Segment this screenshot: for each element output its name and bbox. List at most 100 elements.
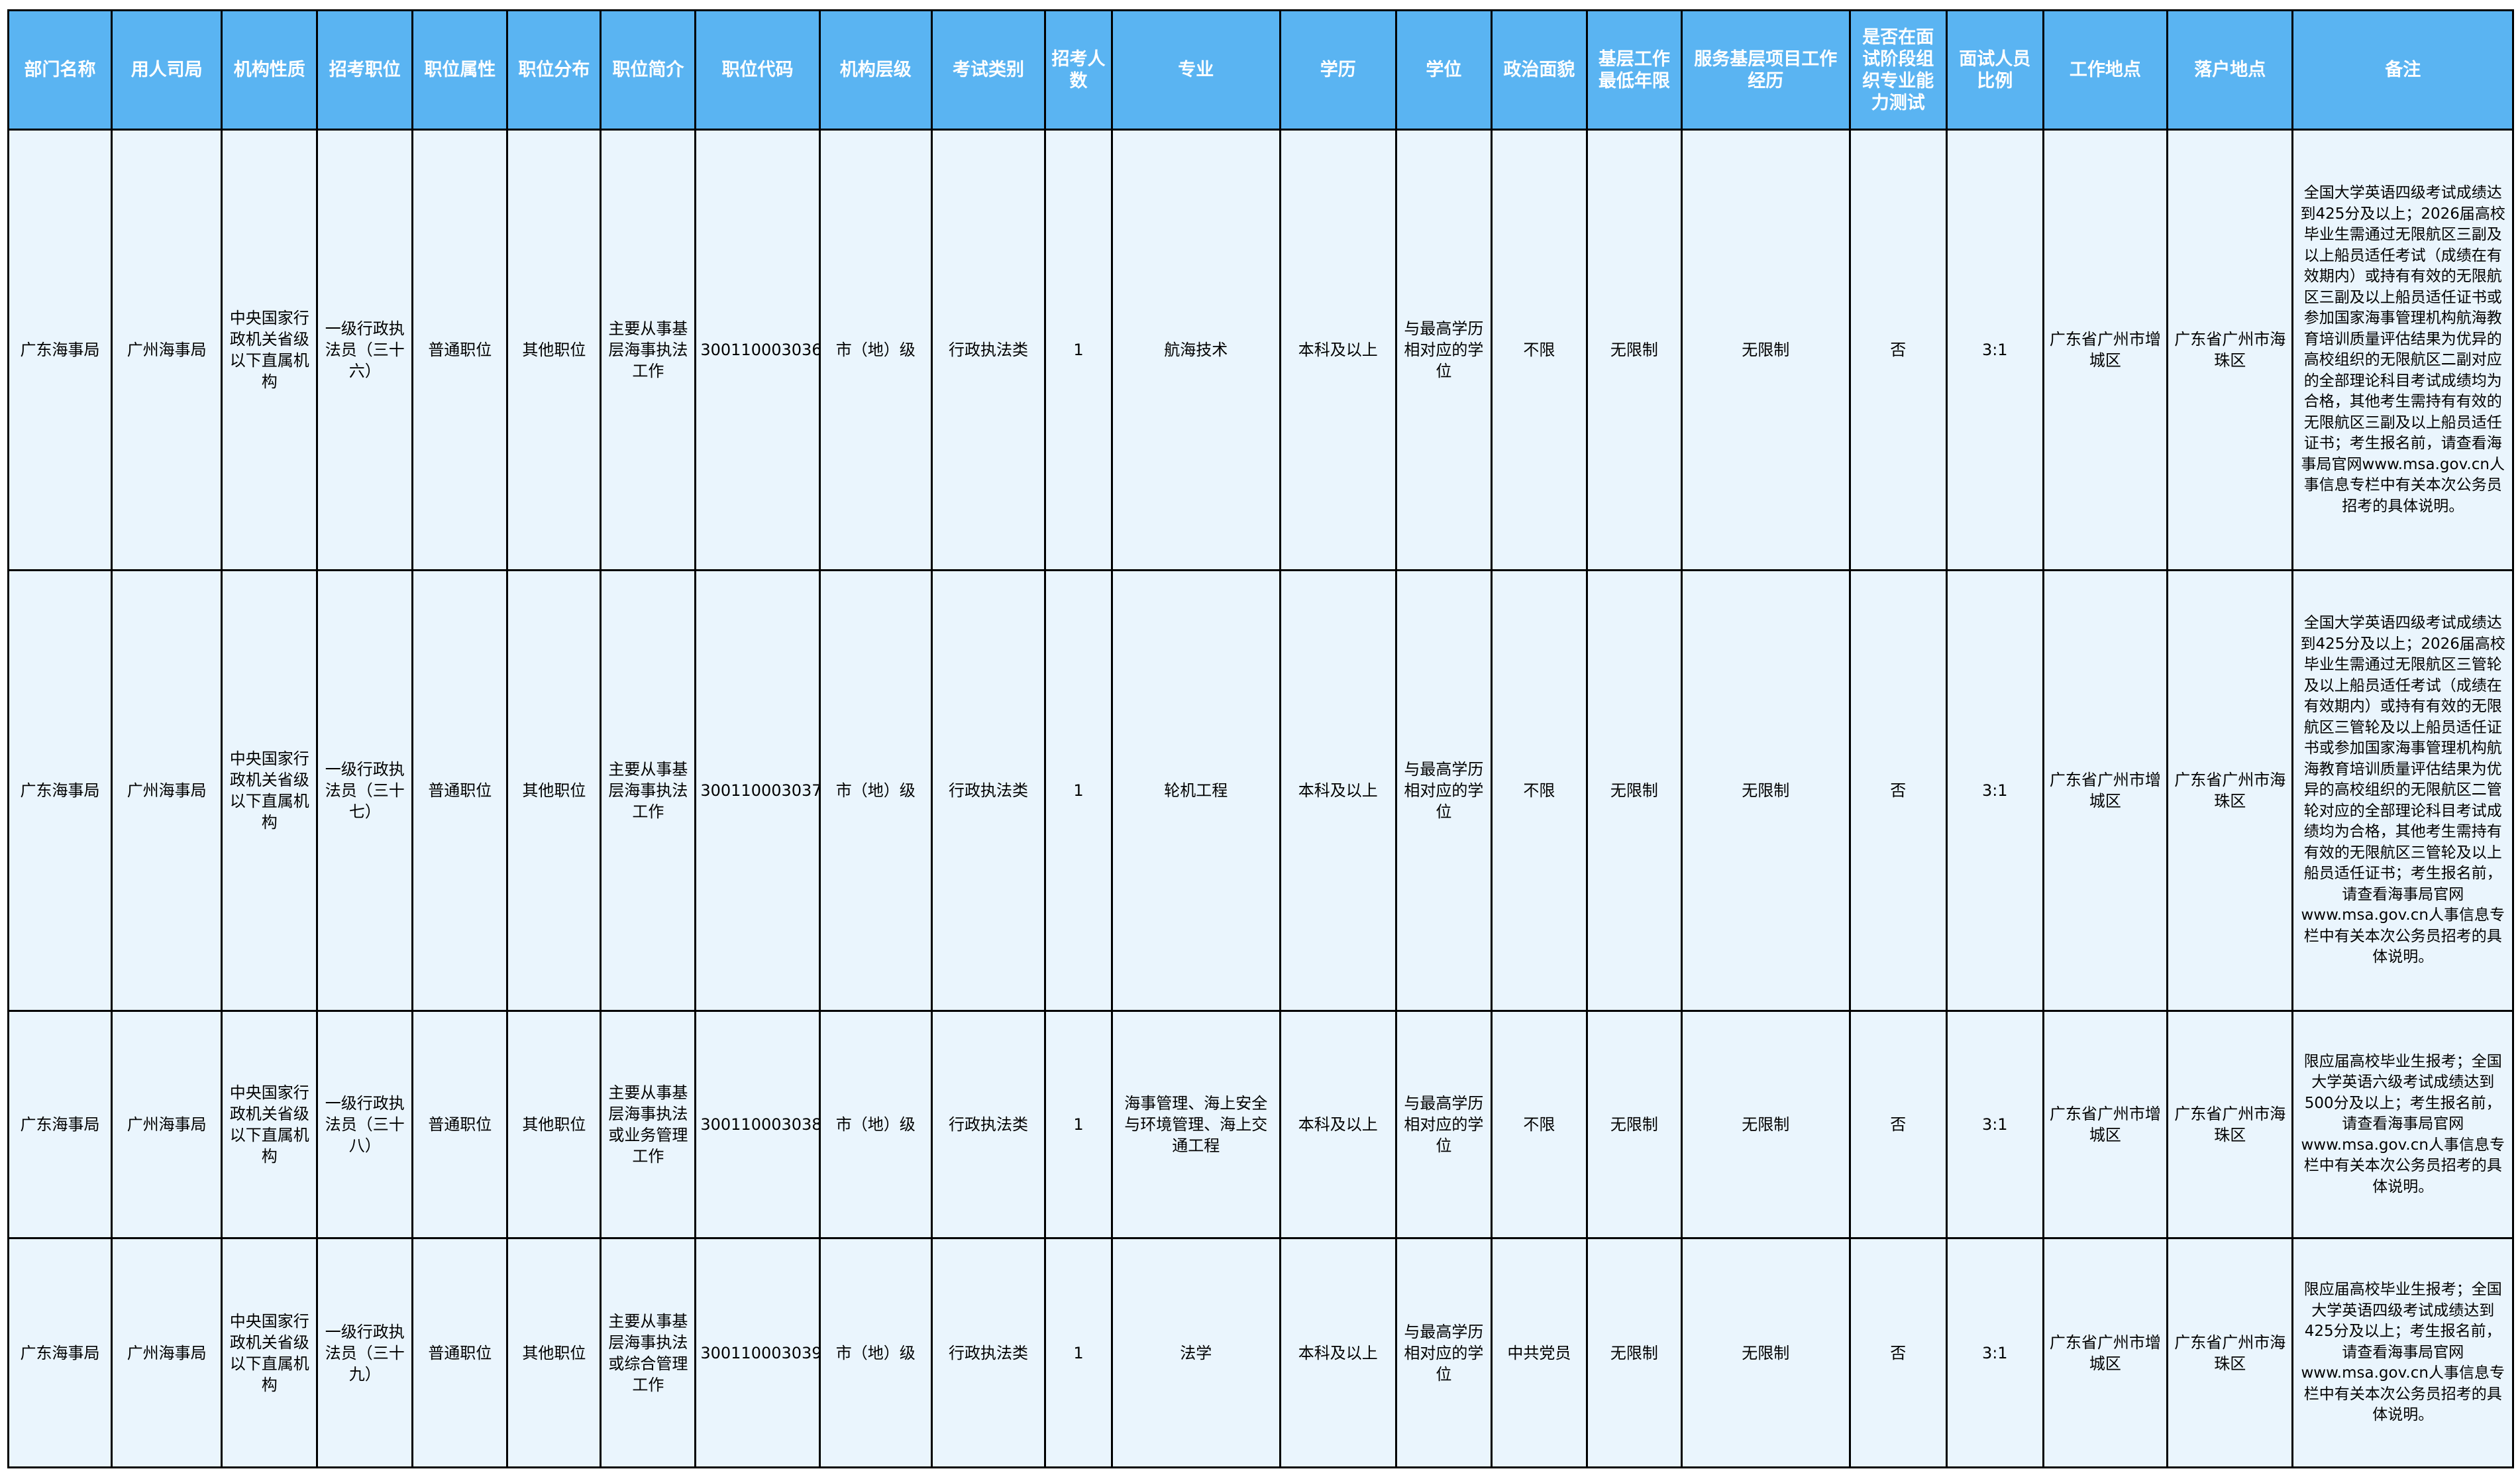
cell-dist: 其他职位 (506, 129, 602, 571)
header-test: 是否在面试阶段组织专业能力测试 (1848, 9, 1948, 131)
cell-political: 不限 (1490, 1010, 1588, 1239)
cell-dept: 广东海事局 (7, 1010, 113, 1239)
cell-project: 无限制 (1680, 569, 1851, 1012)
cell-years: 无限制 (1585, 1237, 1683, 1468)
cell-ratio: 3:1 (1945, 569, 2044, 1012)
cell-position: 一级行政执法员（三十八） (316, 1010, 414, 1239)
cell-test: 否 (1848, 569, 1948, 1012)
cell-count: 1 (1044, 1237, 1113, 1468)
cell-major: 轮机工程 (1110, 569, 1281, 1012)
cell-attr: 普通职位 (411, 569, 509, 1012)
cell-edu: 本科及以上 (1279, 569, 1397, 1012)
table-row: 广东海事局 广州海事局 中央国家行政机关省级以下直属机构 一级行政执法员（三十六… (7, 129, 2514, 571)
recruitment-table: 部门名称 用人司局 机构性质 招考职位 职位属性 职位分布 职位简介 职位代码 … (7, 9, 2514, 1468)
cell-political: 不限 (1490, 129, 1588, 571)
cell-position: 一级行政执法员（三十七） (316, 569, 414, 1012)
cell-dist: 其他职位 (506, 569, 602, 1012)
header-edu: 学历 (1279, 9, 1397, 131)
cell-workplace: 广东省广州市增城区 (2042, 1237, 2169, 1468)
cell-test: 否 (1848, 1010, 1948, 1239)
cell-test: 否 (1848, 1237, 1948, 1468)
header-exam: 考试类别 (930, 9, 1047, 131)
header-attr: 职位属性 (411, 9, 509, 131)
cell-degree: 与最高学历相对应的学位 (1394, 1237, 1493, 1468)
cell-exam: 行政执法类 (930, 129, 1047, 571)
table-row: 广东海事局 广州海事局 中央国家行政机关省级以下直属机构 一级行政执法员（三十七… (7, 569, 2514, 1012)
cell-major: 海事管理、海上安全与环境管理、海上交通工程 (1110, 1010, 1281, 1239)
header-major: 专业 (1110, 9, 1281, 131)
cell-exam: 行政执法类 (930, 569, 1047, 1012)
cell-note: 限应届高校毕业生报考；全国大学英语四级考试成绩达到425分及以上；考生报名前，请… (2291, 1237, 2514, 1468)
cell-code: 300110003038 (694, 1010, 821, 1239)
cell-attr: 普通职位 (411, 1010, 509, 1239)
cell-political: 中共党员 (1490, 1237, 1588, 1468)
cell-degree: 与最高学历相对应的学位 (1394, 569, 1493, 1012)
cell-desc: 主要从事基层海事执法工作 (600, 569, 697, 1012)
header-political: 政治面貌 (1490, 9, 1588, 131)
cell-edu: 本科及以上 (1279, 1010, 1397, 1239)
cell-dist: 其他职位 (506, 1010, 602, 1239)
cell-years: 无限制 (1585, 129, 1683, 571)
header-org-type: 机构性质 (221, 9, 319, 131)
header-code: 职位代码 (694, 9, 821, 131)
cell-dept: 广东海事局 (7, 129, 113, 571)
recruitment-table-container: 部门名称 用人司局 机构性质 招考职位 职位属性 职位分布 职位简介 职位代码 … (7, 9, 2514, 1468)
cell-attr: 普通职位 (411, 1237, 509, 1468)
cell-level: 市（地）级 (818, 569, 933, 1012)
cell-workplace: 广东省广州市增城区 (2042, 129, 2169, 571)
cell-edu: 本科及以上 (1279, 1237, 1397, 1468)
cell-org-type: 中央国家行政机关省级以下直属机构 (221, 1237, 319, 1468)
cell-project: 无限制 (1680, 129, 1851, 571)
cell-bureau: 广州海事局 (111, 1237, 223, 1468)
cell-org-type: 中央国家行政机关省级以下直属机构 (221, 1010, 319, 1239)
table-row: 广东海事局 广州海事局 中央国家行政机关省级以下直属机构 一级行政执法员（三十八… (7, 1010, 2514, 1239)
cell-exam: 行政执法类 (930, 1010, 1047, 1239)
header-years: 基层工作最低年限 (1585, 9, 1683, 131)
cell-years: 无限制 (1585, 569, 1683, 1012)
cell-test: 否 (1848, 129, 1948, 571)
cell-hukou: 广东省广州市海珠区 (2166, 1010, 2294, 1239)
cell-dept: 广东海事局 (7, 569, 113, 1012)
header-count: 招考人数 (1044, 9, 1113, 131)
cell-code: 300110003036 (694, 129, 821, 571)
cell-project: 无限制 (1680, 1010, 1851, 1239)
cell-dist: 其他职位 (506, 1237, 602, 1468)
cell-major: 法学 (1110, 1237, 1281, 1468)
cell-note: 全国大学英语四级考试成绩达到425分及以上；2026届高校毕业生需通过无限航区三… (2291, 569, 2514, 1012)
header-degree: 学位 (1394, 9, 1493, 131)
header-desc: 职位简介 (600, 9, 697, 131)
header-level: 机构层级 (818, 9, 933, 131)
header-position: 招考职位 (316, 9, 414, 131)
cell-hukou: 广东省广州市海珠区 (2166, 569, 2294, 1012)
cell-note: 全国大学英语四级考试成绩达到425分及以上；2026届高校毕业生需通过无限航区三… (2291, 129, 2514, 571)
cell-org-type: 中央国家行政机关省级以下直属机构 (221, 129, 319, 571)
cell-degree: 与最高学历相对应的学位 (1394, 129, 1493, 571)
header-hukou: 落户地点 (2166, 9, 2294, 131)
cell-position: 一级行政执法员（三十九） (316, 1237, 414, 1468)
cell-major: 航海技术 (1110, 129, 1281, 571)
cell-code: 300110003037 (694, 569, 821, 1012)
cell-ratio: 3:1 (1945, 129, 2044, 571)
cell-desc: 主要从事基层海事执法或业务管理工作 (600, 1010, 697, 1239)
cell-project: 无限制 (1680, 1237, 1851, 1468)
cell-code: 300110003039 (694, 1237, 821, 1468)
cell-org-type: 中央国家行政机关省级以下直属机构 (221, 569, 319, 1012)
cell-level: 市（地）级 (818, 129, 933, 571)
cell-degree: 与最高学历相对应的学位 (1394, 1010, 1493, 1239)
cell-political: 不限 (1490, 569, 1588, 1012)
cell-desc: 主要从事基层海事执法或综合管理工作 (600, 1237, 697, 1468)
cell-attr: 普通职位 (411, 129, 509, 571)
cell-workplace: 广东省广州市增城区 (2042, 1010, 2169, 1239)
header-bureau: 用人司局 (111, 9, 223, 131)
cell-years: 无限制 (1585, 1010, 1683, 1239)
cell-workplace: 广东省广州市增城区 (2042, 569, 2169, 1012)
cell-level: 市（地）级 (818, 1237, 933, 1468)
cell-position: 一级行政执法员（三十六） (316, 129, 414, 571)
cell-ratio: 3:1 (1945, 1010, 2044, 1239)
header-row: 部门名称 用人司局 机构性质 招考职位 职位属性 职位分布 职位简介 职位代码 … (7, 9, 2514, 131)
cell-edu: 本科及以上 (1279, 129, 1397, 571)
cell-exam: 行政执法类 (930, 1237, 1047, 1468)
cell-bureau: 广州海事局 (111, 1010, 223, 1239)
header-project: 服务基层项目工作经历 (1680, 9, 1851, 131)
cell-ratio: 3:1 (1945, 1237, 2044, 1468)
